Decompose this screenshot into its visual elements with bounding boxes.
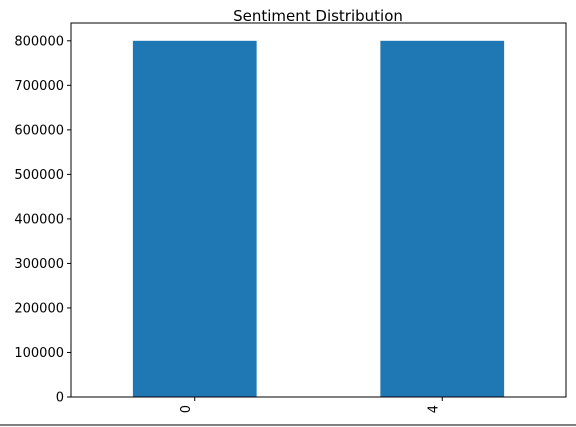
y-tick-label: 0: [56, 391, 64, 406]
chart-title: Sentiment Distribution: [233, 7, 403, 25]
x-tick-label: 4: [426, 405, 441, 413]
bars-group: [133, 41, 504, 397]
y-tick-label: 200000: [14, 301, 64, 316]
y-tick-label: 600000: [14, 123, 64, 138]
y-axis: 0 100000 200000 300000 400000 500000 600000 700…: [14, 34, 71, 405]
y-tick-label: 300000: [14, 257, 64, 272]
y-tick-label: 100000: [14, 346, 64, 361]
bar-4: [380, 41, 504, 397]
y-tick-label: 400000: [14, 212, 64, 227]
x-tick-label: 0: [179, 405, 194, 413]
y-tick-label: 700000: [14, 79, 64, 94]
bar-0: [133, 41, 257, 397]
y-tick-label: 800000: [14, 34, 64, 49]
y-tick-label: 500000: [14, 168, 64, 183]
